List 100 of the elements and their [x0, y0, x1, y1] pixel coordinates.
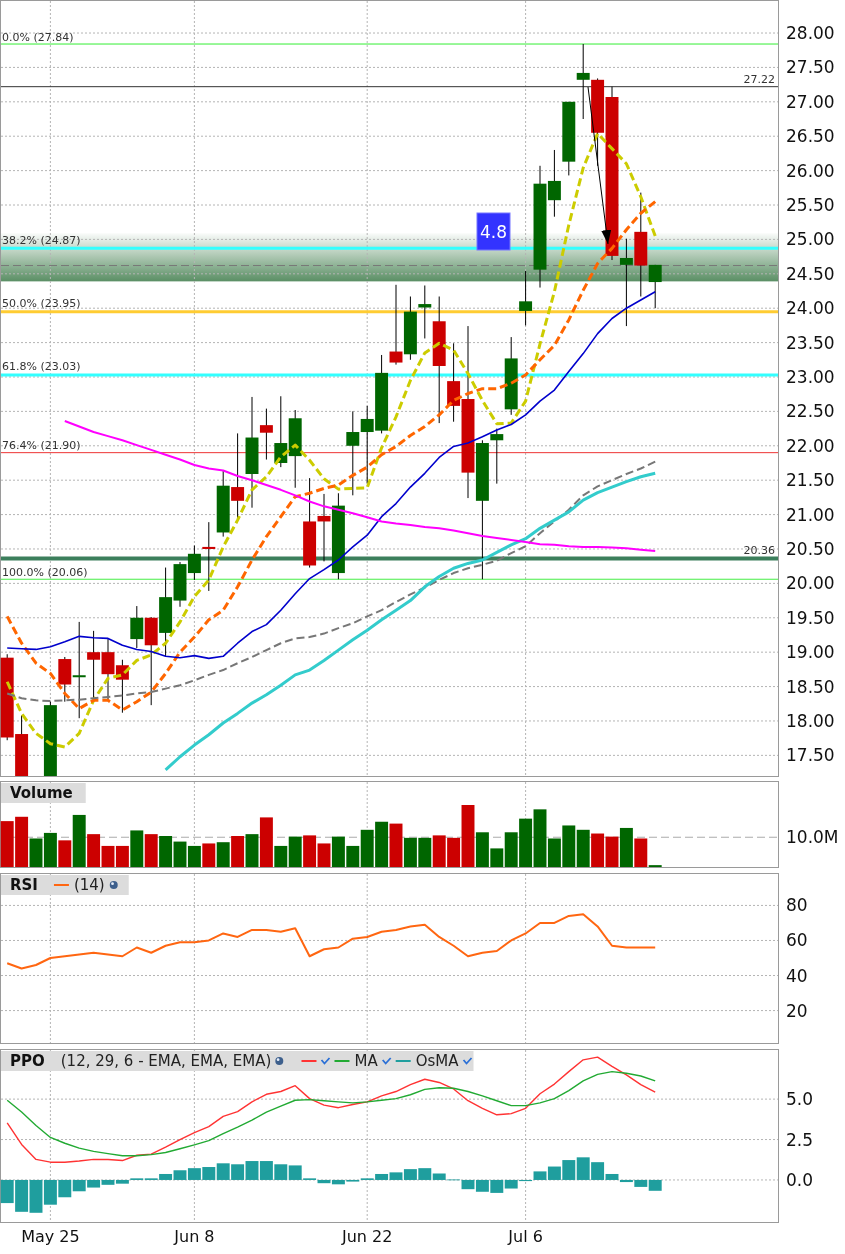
bar [29, 1179, 43, 1213]
y-tick-label: 17.50 [786, 745, 835, 766]
line-series [6, 913, 657, 970]
legend-label: MA [354, 1052, 379, 1070]
annotation: 4.8 [479, 221, 508, 242]
ref-line-label: 38.2% (24.87) [2, 233, 81, 247]
bar [29, 838, 43, 867]
x-tick-label: May 25 [21, 1227, 80, 1246]
y-tick-label: 0.0 [786, 1169, 814, 1190]
x-tick-label: Jun 8 [173, 1227, 215, 1246]
bar [159, 836, 173, 867]
candlestick [490, 428, 504, 485]
bar [58, 840, 72, 867]
y-tick-label: 40 [786, 965, 808, 986]
ref-line-label: 10.0M [786, 827, 839, 848]
candlestick [547, 149, 561, 218]
bar [591, 833, 605, 867]
bar [187, 845, 201, 867]
y-tick-label: 27.00 [786, 91, 835, 112]
y-tick-label: 5.0 [786, 1089, 814, 1110]
line-series [6, 1056, 656, 1163]
bar [648, 1179, 662, 1191]
line-series [6, 1070, 656, 1157]
ref-line-label: 20.36 [743, 543, 775, 557]
bar [173, 1170, 187, 1180]
bar [634, 838, 648, 867]
candlestick [389, 284, 403, 366]
ref-line-label: 27.22 [743, 73, 775, 87]
candlestick [346, 410, 360, 496]
candlestick [187, 545, 201, 581]
y-tick-label: 19.50 [786, 607, 835, 628]
x-tick-label: Jul 6 [507, 1227, 543, 1246]
y-tick-label: 18.00 [786, 710, 835, 731]
y-tick-label: 22.50 [786, 401, 835, 422]
y-tick-label: 26.00 [786, 160, 835, 181]
bar [274, 845, 288, 867]
bar [245, 834, 259, 867]
ref-line-label: 100.0% (20.06) [2, 565, 88, 579]
y-tick-label: 26.50 [786, 126, 835, 147]
bar [317, 843, 331, 867]
bar [101, 1179, 115, 1185]
y-tick-label: 27.50 [786, 57, 835, 78]
y-tick-label: 24.00 [786, 298, 835, 319]
bar [101, 845, 115, 867]
bar [115, 1179, 129, 1184]
candlestick [576, 43, 590, 120]
candlestick [519, 270, 533, 326]
y-tick-label: 60 [786, 930, 808, 951]
candlestick [101, 638, 115, 701]
bar [231, 836, 245, 867]
ref-line-label: 61.8% (23.03) [2, 360, 81, 374]
ref-line-label: 76.4% (21.90) [2, 439, 81, 453]
bar [303, 835, 317, 867]
candlestick [259, 408, 273, 461]
x-tick-label: Jun 22 [340, 1227, 393, 1246]
y-tick-label: 18.50 [786, 676, 835, 697]
y-tick-label: 20 [786, 1000, 808, 1021]
bar [389, 1172, 403, 1180]
y-tick-label: 25.00 [786, 229, 835, 250]
bar [461, 1179, 475, 1190]
y-tick-label: 20.50 [786, 538, 835, 559]
line-series [164, 471, 657, 772]
y-tick-label: 21.50 [786, 470, 835, 491]
y-tick-label: 80 [786, 895, 808, 916]
bar [533, 1171, 547, 1180]
y-tick-label: 23.50 [786, 332, 835, 353]
bar [43, 832, 57, 867]
y-tick-label: 23.00 [786, 366, 835, 387]
chart-title: Volume [10, 784, 73, 802]
bar [173, 841, 187, 867]
bar [461, 805, 475, 867]
candlestick [72, 621, 86, 719]
bar [389, 823, 403, 867]
chart-subtitle: (12, 29, 6 - EMA, EMA, EMA) [60, 1052, 272, 1070]
y-tick-label: 28.00 [786, 23, 835, 44]
candlestick [231, 432, 245, 520]
y-tick-label: 25.50 [786, 195, 835, 216]
bar [288, 836, 302, 867]
y-tick-label: 19.00 [786, 642, 835, 663]
bar [619, 827, 633, 867]
bar [87, 834, 101, 867]
candlestick [130, 605, 144, 649]
candlestick [202, 521, 216, 592]
y-tick-label: 20.00 [786, 573, 835, 594]
y-tick-label: 24.50 [786, 263, 835, 284]
chart-title: RSI [10, 876, 38, 894]
candlestick [619, 238, 633, 327]
bar [144, 834, 158, 867]
legend-label: (14) [73, 876, 105, 894]
ref-line-label: 0.0% (27.84) [2, 30, 74, 44]
candlestick [648, 264, 662, 309]
bar [605, 1173, 619, 1180]
y-tick-label: 21.00 [786, 504, 835, 525]
bar [259, 817, 273, 867]
bar [130, 830, 144, 867]
bar [216, 842, 230, 867]
bar [115, 845, 129, 867]
bar [245, 1161, 259, 1180]
legend-label: OsMA [415, 1052, 460, 1070]
chart-title: PPO [10, 1052, 45, 1070]
